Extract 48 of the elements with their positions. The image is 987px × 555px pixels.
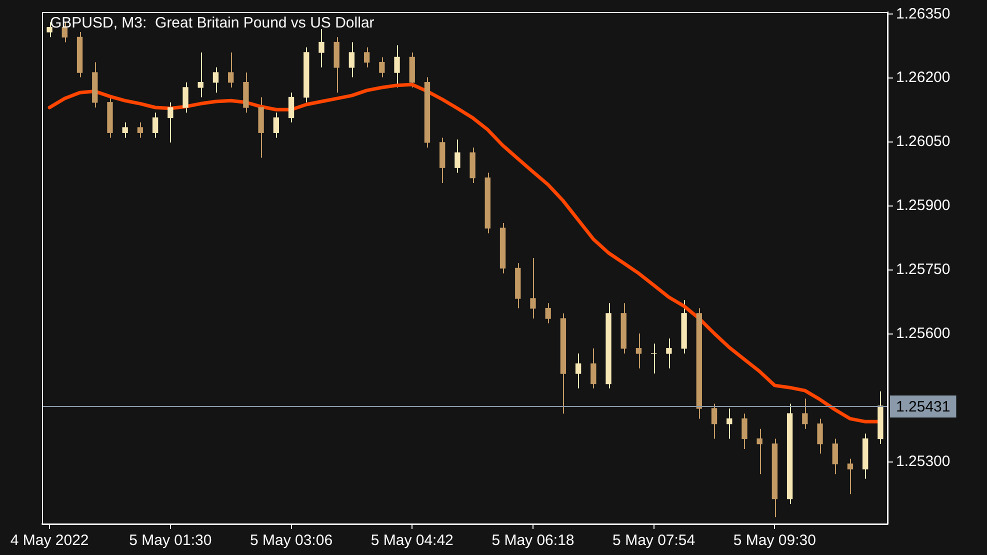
y-tick-label: 1.26350 <box>896 5 950 22</box>
candlestick <box>847 458 854 495</box>
candlestick <box>348 42 355 78</box>
x-tick-label: 5 May 06:18 <box>492 532 574 550</box>
y-tick-label: 1.26200 <box>896 69 950 86</box>
candlestick <box>137 122 144 138</box>
y-tick-label: 1.26050 <box>896 133 950 150</box>
candlestick <box>198 52 204 98</box>
candlestick <box>756 428 762 475</box>
candlestick <box>590 348 596 389</box>
x-tick-label: 5 May 09:30 <box>733 532 816 550</box>
y-tick-label: 1.25300 <box>896 452 950 470</box>
x-tick-label: 5 May 03:06 <box>250 532 333 550</box>
candlestick <box>394 44 400 88</box>
candlestick <box>46 22 52 38</box>
candlestick <box>228 52 234 88</box>
candlestick <box>711 403 718 440</box>
x-tick-label: 4 May 2022 <box>10 532 89 550</box>
y-tick-label: 1.25750 <box>896 261 950 278</box>
candlestick <box>212 66 219 94</box>
candlestick <box>168 102 174 143</box>
candlestick <box>636 332 642 369</box>
candlestick <box>318 28 324 68</box>
ref-line-label: 1.25431 <box>896 398 950 416</box>
candlestick <box>832 438 838 475</box>
candlestick <box>802 398 808 430</box>
candlestick <box>726 408 732 440</box>
x-tick-label: 5 May 04:42 <box>370 532 454 550</box>
candlestick <box>454 138 460 174</box>
y-tick-label: 1.25600 <box>896 325 950 342</box>
candlestick <box>651 343 657 374</box>
y-tick-label: 1.25900 <box>896 197 950 214</box>
candlestick <box>742 413 748 450</box>
candlestick <box>364 46 370 68</box>
x-tick-label: 5 May 07:54 <box>612 532 696 550</box>
candlestick <box>273 112 279 138</box>
candlestick <box>575 352 582 389</box>
candlestick <box>666 338 672 369</box>
chart-title: GBPUSD, M3: Great Britain Pound vs US Dollar <box>50 14 374 32</box>
x-tick-label: 5 May 01:30 <box>129 532 212 550</box>
candlestick <box>152 112 158 138</box>
candlestick <box>817 418 823 454</box>
candlestick <box>122 122 128 138</box>
candlestick <box>182 82 188 114</box>
candlestick <box>545 302 551 324</box>
candlestick <box>379 56 385 78</box>
candlestick <box>288 92 294 123</box>
candlestick <box>530 257 536 320</box>
